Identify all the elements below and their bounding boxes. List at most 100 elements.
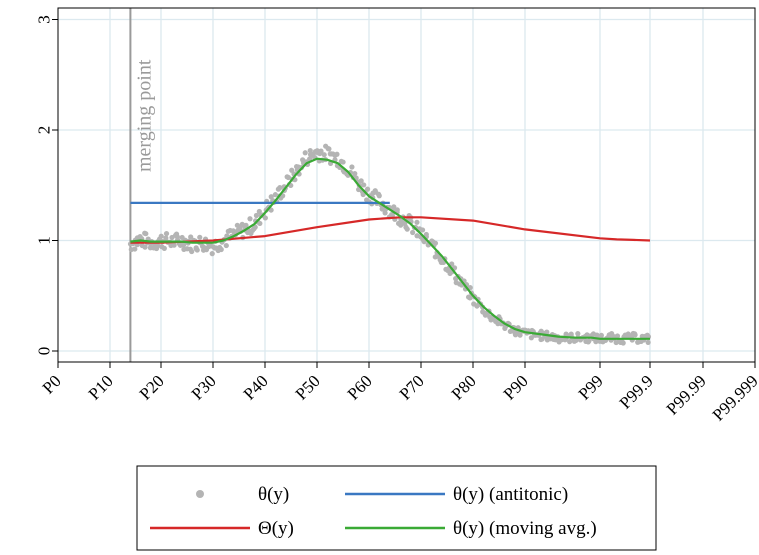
scatter-point bbox=[197, 234, 203, 240]
series-0 bbox=[127, 143, 652, 346]
scatter-point bbox=[410, 229, 416, 236]
y-axis: 0 1 2 3 bbox=[35, 15, 58, 356]
scatter-point bbox=[189, 248, 195, 255]
merging-point-annotation: merging point bbox=[129, 8, 155, 362]
scatter-point bbox=[161, 245, 167, 251]
scatter-point bbox=[163, 230, 170, 237]
scatter-point bbox=[321, 152, 327, 158]
scatter-point bbox=[181, 242, 187, 248]
scatter-point bbox=[194, 247, 200, 253]
y-tick-label: 1 bbox=[35, 236, 54, 245]
scatter-point bbox=[155, 243, 161, 249]
scatter-point bbox=[158, 233, 164, 239]
scatter-point bbox=[598, 332, 604, 339]
scatter-point bbox=[218, 246, 224, 253]
scatter-point bbox=[544, 329, 550, 335]
legend-box bbox=[136, 465, 657, 551]
scatter-point bbox=[352, 170, 358, 177]
y-tick-label: 3 bbox=[35, 15, 54, 24]
legend-label: θ(y) (antitonic) bbox=[453, 484, 568, 505]
scatter-point bbox=[334, 151, 340, 157]
x-tick-label: P99 bbox=[575, 371, 607, 403]
scatter-point bbox=[132, 246, 138, 252]
series-line bbox=[130, 216, 651, 244]
legend-label: Θ(y) bbox=[258, 518, 294, 539]
x-tick-label: P20 bbox=[136, 371, 168, 403]
x-tick-label: P10 bbox=[85, 371, 117, 403]
scatter-point bbox=[376, 193, 382, 199]
scatter-point bbox=[252, 224, 258, 230]
x-tick-label: P30 bbox=[188, 371, 220, 403]
scatter-point bbox=[171, 242, 177, 248]
scatter-point bbox=[340, 159, 346, 165]
scatter-point bbox=[432, 240, 439, 246]
x-tick-label: P50 bbox=[292, 371, 324, 403]
scatter-point bbox=[421, 239, 427, 245]
series-3 bbox=[130, 157, 650, 340]
scatter-point bbox=[209, 251, 215, 257]
legend-entry: Θ(y) bbox=[150, 518, 294, 539]
scatter-point bbox=[247, 216, 253, 222]
scatter-point bbox=[272, 192, 278, 198]
x-tick-label: P40 bbox=[240, 371, 272, 403]
scatter-point bbox=[349, 164, 355, 170]
scatter-point bbox=[419, 227, 426, 233]
scatter-point bbox=[586, 338, 592, 344]
scatter-point bbox=[188, 234, 194, 240]
scatter-point bbox=[253, 212, 260, 219]
scatter-point bbox=[163, 235, 169, 241]
x-tick-label: P80 bbox=[448, 371, 480, 403]
legend-entry: θ(y) (antitonic) bbox=[345, 484, 568, 505]
scatter-point bbox=[358, 178, 364, 184]
scatter-point bbox=[567, 339, 573, 345]
scatter-point bbox=[243, 222, 249, 228]
scatter-point bbox=[528, 335, 534, 341]
x-tick-label: P99.99 bbox=[663, 371, 710, 418]
scatter-point bbox=[326, 146, 332, 152]
y-tick-label: 0 bbox=[35, 347, 54, 356]
scatter-point bbox=[318, 148, 324, 154]
x-tick-label: P0 bbox=[39, 371, 65, 397]
scatter-point bbox=[364, 186, 371, 192]
scatter-point bbox=[277, 185, 283, 191]
x-tick-label: P60 bbox=[344, 371, 376, 403]
scatter-point bbox=[223, 242, 229, 249]
x-tick-label: P99.999 bbox=[709, 371, 759, 424]
legend-label: θ(y) bbox=[258, 484, 289, 505]
legend-label: θ(y) (moving avg.) bbox=[453, 518, 597, 539]
scatter-point bbox=[391, 204, 397, 210]
scatter-point bbox=[285, 174, 292, 181]
series-2 bbox=[130, 216, 651, 244]
scatter-point bbox=[289, 167, 295, 173]
scatter-point bbox=[414, 219, 420, 225]
merging-point-label: merging point bbox=[133, 59, 155, 172]
scatter-point bbox=[382, 210, 388, 216]
plot-frame bbox=[57, 7, 756, 363]
scatter-point bbox=[614, 333, 621, 339]
scatter-point bbox=[389, 212, 396, 218]
scatter-point bbox=[594, 332, 600, 338]
series-line bbox=[130, 157, 650, 340]
plot-area bbox=[127, 143, 652, 346]
scatter-point bbox=[143, 231, 149, 237]
scatter-point bbox=[302, 150, 308, 156]
scatter-point bbox=[262, 215, 268, 221]
scatter-point bbox=[575, 331, 581, 337]
legend-entry: θ(y) bbox=[196, 484, 289, 505]
scatter-point bbox=[142, 244, 148, 250]
scatter-point bbox=[404, 226, 410, 232]
scatter-point bbox=[517, 332, 523, 338]
y-tick-label: 2 bbox=[35, 126, 54, 135]
x-tick-label: P99.9 bbox=[616, 371, 657, 412]
legend: θ(y) θ(y) (antitonic) Θ(y) θ(y) (moving avg… bbox=[136, 465, 657, 551]
grid bbox=[58, 8, 755, 362]
scatter-point bbox=[257, 220, 263, 227]
scatter-point bbox=[645, 339, 651, 346]
x-tick-label: P70 bbox=[396, 371, 428, 403]
scatter-point bbox=[361, 182, 367, 188]
legend-marker bbox=[196, 490, 204, 498]
scatter-point bbox=[307, 147, 313, 154]
x-tick-label: P90 bbox=[500, 371, 532, 403]
x-axis: P0 P10 P20 P30 P40 P50 P60 P70 P80 P90 P99 P99.9 P99… bbox=[39, 362, 759, 425]
